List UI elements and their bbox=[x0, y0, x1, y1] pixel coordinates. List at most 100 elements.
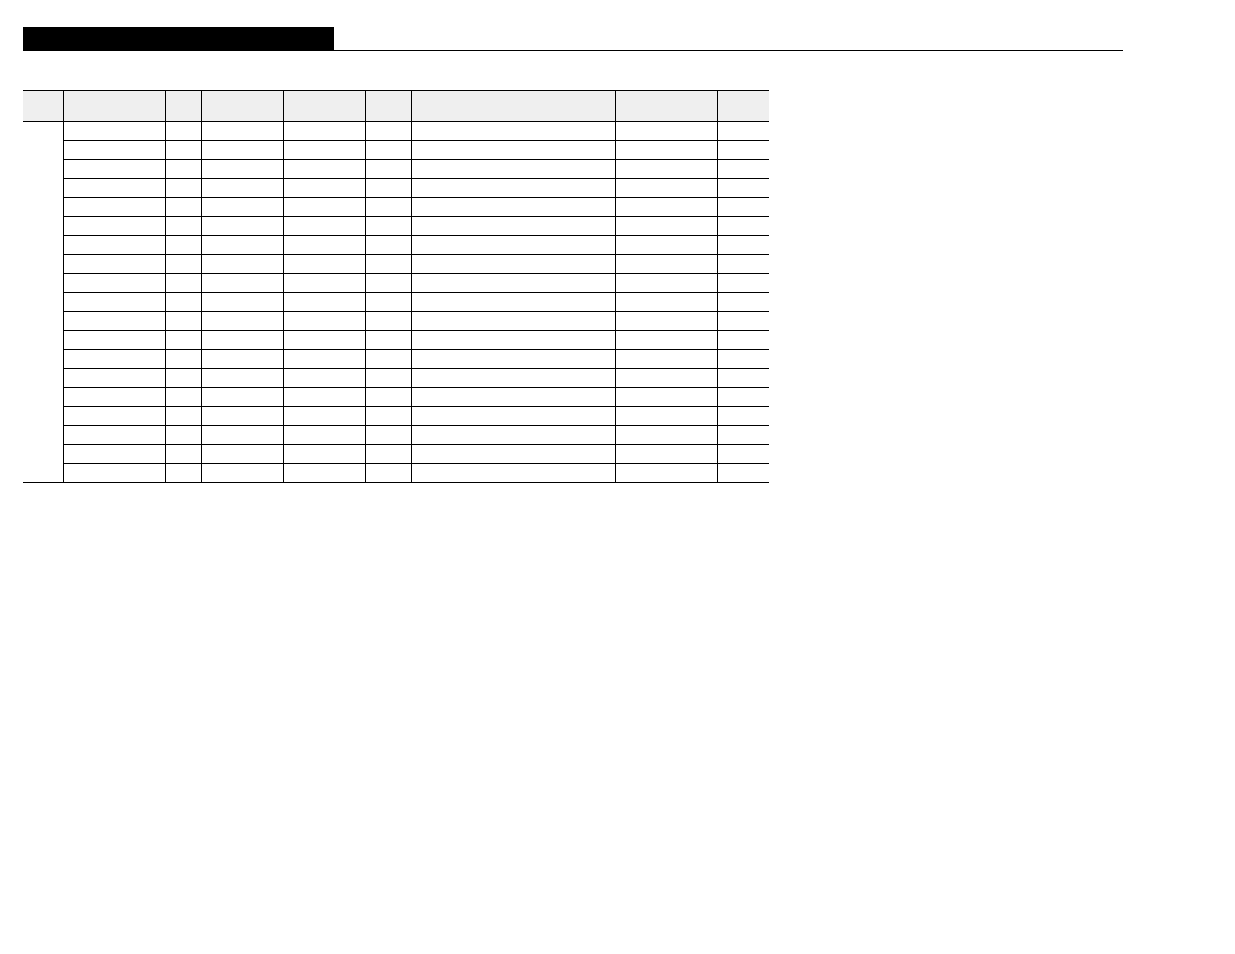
table-cell bbox=[63, 350, 165, 369]
table-cell bbox=[283, 236, 365, 255]
table-cell bbox=[615, 445, 717, 464]
table-cell bbox=[411, 369, 615, 388]
page bbox=[0, 0, 1235, 954]
table-cell bbox=[23, 236, 63, 255]
table-cell bbox=[365, 274, 411, 293]
table-row bbox=[23, 331, 769, 350]
table-cell bbox=[63, 426, 165, 445]
table-cell bbox=[283, 426, 365, 445]
table-cell bbox=[365, 369, 411, 388]
table-cell bbox=[411, 388, 615, 407]
table-cell bbox=[615, 293, 717, 312]
table-cell bbox=[615, 217, 717, 236]
table-cell bbox=[165, 255, 201, 274]
table-cell bbox=[717, 388, 769, 407]
table-cell bbox=[411, 426, 615, 445]
table-cell bbox=[615, 236, 717, 255]
table-cell bbox=[365, 331, 411, 350]
table-cell bbox=[201, 255, 283, 274]
table-cell bbox=[63, 198, 165, 217]
table-cell bbox=[201, 407, 283, 426]
table-cell bbox=[63, 312, 165, 331]
table-cell bbox=[283, 160, 365, 179]
table-row bbox=[23, 141, 769, 160]
table-cell bbox=[201, 445, 283, 464]
table-cell bbox=[717, 141, 769, 160]
table-cell bbox=[63, 217, 165, 236]
table-cell bbox=[201, 331, 283, 350]
table-cell bbox=[615, 160, 717, 179]
table-cell bbox=[283, 445, 365, 464]
table-cell bbox=[717, 217, 769, 236]
table-cell bbox=[165, 388, 201, 407]
table-cell bbox=[717, 198, 769, 217]
table-cell bbox=[615, 255, 717, 274]
table-cell bbox=[717, 312, 769, 331]
table-cell bbox=[165, 179, 201, 198]
table-cell bbox=[717, 179, 769, 198]
table-cell bbox=[23, 198, 63, 217]
table-cell bbox=[365, 464, 411, 483]
table-cell bbox=[717, 369, 769, 388]
table-cell bbox=[615, 464, 717, 483]
table-cell bbox=[165, 407, 201, 426]
table-cell bbox=[23, 350, 63, 369]
table-cell bbox=[283, 388, 365, 407]
table-row bbox=[23, 464, 769, 483]
table-cell bbox=[283, 217, 365, 236]
table-cell bbox=[615, 179, 717, 198]
table-cell bbox=[615, 141, 717, 160]
table-cell bbox=[23, 331, 63, 350]
table-cell bbox=[615, 426, 717, 445]
table-cell bbox=[201, 312, 283, 331]
table-cell bbox=[165, 350, 201, 369]
table-cell bbox=[411, 464, 615, 483]
table-cell bbox=[23, 388, 63, 407]
column-header bbox=[283, 91, 365, 122]
table-cell bbox=[615, 331, 717, 350]
table-cell bbox=[63, 179, 165, 198]
table-cell bbox=[63, 369, 165, 388]
column-header bbox=[63, 91, 165, 122]
table-cell bbox=[717, 445, 769, 464]
table-cell bbox=[201, 236, 283, 255]
table-row bbox=[23, 293, 769, 312]
table-cell bbox=[63, 274, 165, 293]
table-cell bbox=[411, 445, 615, 464]
table-cell bbox=[23, 293, 63, 312]
table-cell bbox=[165, 445, 201, 464]
table-cell bbox=[411, 312, 615, 331]
table-head bbox=[23, 91, 769, 122]
table-cell bbox=[365, 236, 411, 255]
column-header bbox=[201, 91, 283, 122]
table-cell bbox=[717, 274, 769, 293]
table-cell bbox=[717, 464, 769, 483]
table-cell bbox=[23, 141, 63, 160]
table-cell bbox=[23, 312, 63, 331]
table-cell bbox=[165, 426, 201, 445]
table-header-row bbox=[23, 91, 769, 122]
table-cell bbox=[283, 331, 365, 350]
table-cell bbox=[615, 369, 717, 388]
table-cell bbox=[411, 274, 615, 293]
table-cell bbox=[165, 293, 201, 312]
table-row bbox=[23, 217, 769, 236]
table-cell bbox=[283, 407, 365, 426]
table-cell bbox=[717, 255, 769, 274]
table-cell bbox=[63, 236, 165, 255]
table-row bbox=[23, 312, 769, 331]
table-cell bbox=[63, 464, 165, 483]
table-cell bbox=[717, 160, 769, 179]
table-cell bbox=[283, 274, 365, 293]
column-header bbox=[23, 91, 63, 122]
table-row bbox=[23, 350, 769, 369]
table-cell bbox=[411, 217, 615, 236]
table-cell bbox=[23, 217, 63, 236]
table-row bbox=[23, 426, 769, 445]
table-cell bbox=[365, 141, 411, 160]
table-row bbox=[23, 179, 769, 198]
table-cell bbox=[365, 179, 411, 198]
table-cell bbox=[23, 274, 63, 293]
table-cell bbox=[365, 312, 411, 331]
table-cell bbox=[23, 464, 63, 483]
